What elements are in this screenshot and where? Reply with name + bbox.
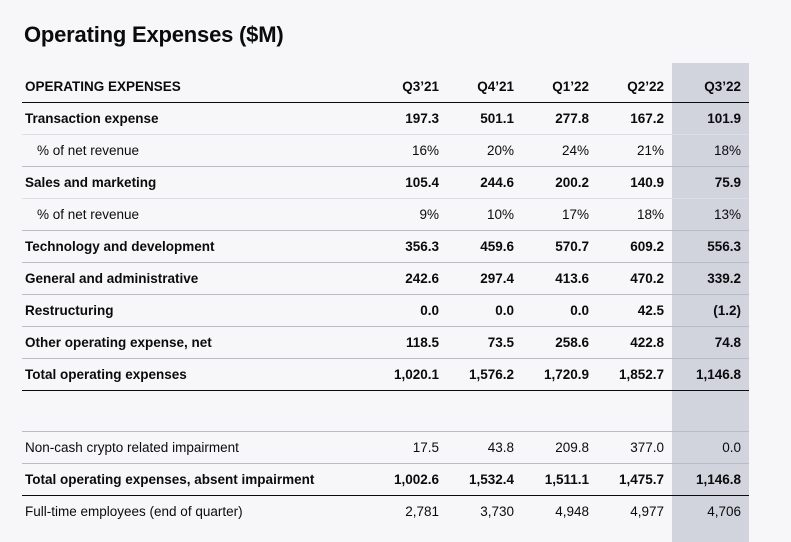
cell: 1,532.4: [447, 463, 522, 496]
row-label: Full-time employees (end of quarter): [25, 504, 243, 519]
cell: 244.6: [447, 166, 522, 199]
table-row: Restructuring 0.0 0.0 0.0 42.5 (1.2): [22, 294, 749, 327]
cell: 297.4: [447, 262, 522, 295]
cell: 1,146.8: [672, 358, 749, 391]
cell: 21%: [597, 134, 672, 167]
row-label: Total operating expenses, absent impairm…: [22, 463, 372, 496]
cell: 459.6: [447, 230, 522, 263]
cell: 356.3: [372, 230, 447, 263]
row-label: Transaction expense: [22, 102, 372, 135]
cell: 3,730: [480, 504, 514, 519]
table-row: % of net revenue 9% 10% 17% 18% 13%: [22, 198, 749, 231]
table-row: Full-time employees (end of quarter) 2,7…: [22, 496, 749, 528]
cell: 0.0: [672, 431, 749, 464]
row-label: Non-cash crypto related impairment: [22, 431, 372, 464]
cell: 43.8: [447, 431, 522, 464]
row-label: Sales and marketing: [22, 166, 372, 199]
cell: 609.2: [597, 230, 672, 263]
cell: 118.5: [372, 326, 447, 359]
cell: 470.2: [597, 262, 672, 295]
row-label: Total operating expenses: [22, 358, 372, 391]
page-title: Operating Expenses ($M): [24, 22, 284, 47]
cell: 501.1: [447, 102, 522, 135]
cell: 4,977: [630, 504, 664, 519]
row-label: Other operating expense, net: [22, 326, 372, 359]
cell: 13%: [672, 198, 749, 231]
cell: 1,475.7: [597, 463, 672, 496]
operating-expenses-table: OPERATING EXPENSES Q3’21 Q4’21 Q1’22 Q2’…: [22, 70, 749, 527]
cell: 556.3: [672, 230, 749, 263]
cell: 101.9: [672, 102, 749, 135]
row-label: Technology and development: [22, 230, 372, 263]
table-row: Technology and development 356.3 459.6 5…: [22, 230, 749, 263]
cell: 73.5: [447, 326, 522, 359]
cell: 1,852.7: [597, 358, 672, 391]
column-header: Q1’22: [522, 70, 597, 103]
cell: 105.4: [372, 166, 447, 199]
row-label: % of net revenue: [22, 198, 372, 231]
cell: 1,511.1: [522, 463, 597, 496]
column-header: OPERATING EXPENSES: [22, 70, 372, 103]
cell: 1,146.8: [672, 463, 749, 496]
cell: 16%: [372, 134, 447, 167]
cell: 0.0: [522, 294, 597, 327]
table-row: Transaction expense 197.3 501.1 277.8 16…: [22, 102, 749, 135]
cell: 1,576.2: [447, 358, 522, 391]
column-header: Q3’21: [372, 70, 447, 103]
cell: 17%: [522, 198, 597, 231]
cell: 140.9: [597, 166, 672, 199]
cell: 0.0: [372, 294, 447, 327]
cell: 17.5: [372, 431, 447, 464]
cell: 167.2: [597, 102, 672, 135]
cell: 2,781: [405, 504, 439, 519]
cell: 42.5: [597, 294, 672, 327]
cell: 339.2: [672, 262, 749, 295]
cell: 0.0: [447, 294, 522, 327]
row-label: General and administrative: [22, 262, 372, 295]
cell: 20%: [447, 134, 522, 167]
cell: 200.2: [522, 166, 597, 199]
spacer-row: [22, 390, 749, 432]
cell: 422.8: [597, 326, 672, 359]
row-label: % of net revenue: [22, 134, 372, 167]
cell: 9%: [372, 198, 447, 231]
table-row: Sales and marketing 105.4 244.6 200.2 14…: [22, 166, 749, 199]
cell: 4,706: [707, 504, 741, 519]
cell: 570.7: [522, 230, 597, 263]
row-label: Restructuring: [22, 294, 372, 327]
cell: 277.8: [522, 102, 597, 135]
cell: 4,948: [555, 504, 589, 519]
cell: 1,720.9: [522, 358, 597, 391]
cell: 209.8: [522, 431, 597, 464]
cell: 1,002.6: [372, 463, 447, 496]
cell: 10%: [447, 198, 522, 231]
cell: (1.2): [672, 294, 749, 327]
cell: 75.9: [672, 166, 749, 199]
cell: 24%: [522, 134, 597, 167]
cell: 197.3: [372, 102, 447, 135]
cell: 1,020.1: [372, 358, 447, 391]
table-row: General and administrative 242.6 297.4 4…: [22, 262, 749, 295]
column-header: Q4’21: [447, 70, 522, 103]
header-row: OPERATING EXPENSES Q3’21 Q4’21 Q1’22 Q2’…: [22, 70, 749, 103]
cell: 18%: [597, 198, 672, 231]
cell: 258.6: [522, 326, 597, 359]
cell: 413.6: [522, 262, 597, 295]
cell: 377.0: [597, 431, 672, 464]
table-row: Other operating expense, net 118.5 73.5 …: [22, 326, 749, 359]
column-header: Q3’22: [672, 70, 749, 103]
total-row: Total operating expenses 1,020.1 1,576.2…: [22, 358, 749, 391]
table-row: % of net revenue 16% 20% 24% 21% 18%: [22, 134, 749, 167]
total-row: Total operating expenses, absent impairm…: [22, 463, 749, 496]
table-row: Non-cash crypto related impairment 17.5 …: [22, 431, 749, 464]
cell: 74.8: [672, 326, 749, 359]
column-header: Q2’22: [597, 70, 672, 103]
cell: 242.6: [372, 262, 447, 295]
cell: 18%: [672, 134, 749, 167]
